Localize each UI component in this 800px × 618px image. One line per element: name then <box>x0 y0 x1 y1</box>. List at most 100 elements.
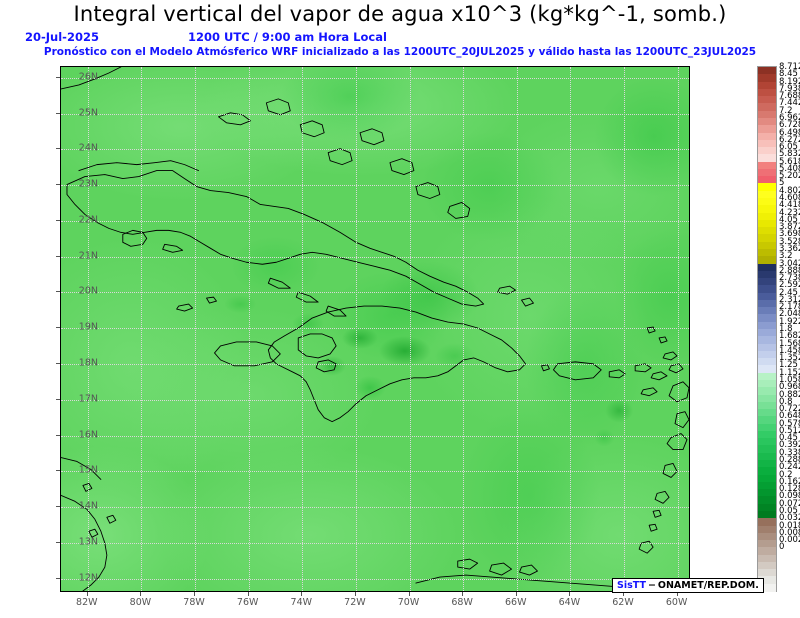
colorbar-swatch <box>758 489 776 497</box>
y-axis-tick <box>56 541 60 543</box>
y-axis-tick-label: 23N <box>78 178 98 190</box>
colorbar-tick-label: 0.882 <box>779 389 800 400</box>
colorbar-swatch <box>758 96 776 104</box>
y-axis-tick <box>56 362 60 364</box>
colorbar-swatch <box>758 176 776 185</box>
y-axis-tick <box>56 327 60 329</box>
colorbar-swatch <box>758 219 776 228</box>
credit-separator: − <box>647 580 656 591</box>
colorbar-tick-label: 2.592 <box>779 280 800 291</box>
colorbar-tick-label: 4.232 <box>779 207 800 218</box>
colorbar-tick-label: 0.162 <box>779 476 800 487</box>
credit-system: SisTT <box>617 580 646 591</box>
page-title: Integral vertical del vapor de agua x10^… <box>73 2 727 26</box>
colorbar-tick-label: 0.338 <box>779 447 800 458</box>
x-axis-tick-label: 66W <box>504 597 527 608</box>
y-axis-tick-label: 19N <box>78 321 98 333</box>
colorbar-swatch <box>758 205 776 214</box>
colorbar-swatch <box>758 183 776 192</box>
colorbar-tick-label: 0.032 <box>779 513 800 524</box>
colorbar-swatch <box>758 314 776 323</box>
colorbar-tick-label: 2.888 <box>779 265 800 276</box>
forecast-note: Pronóstico con el Modelo Atmósferico WRF… <box>43 46 757 58</box>
colorbar-tick-label: 3.698 <box>779 229 800 240</box>
colorbar-swatch <box>758 423 776 432</box>
x-axis-tick-label: 64W <box>558 597 581 608</box>
colorbar-swatch <box>758 532 776 541</box>
y-axis-tick <box>56 506 60 508</box>
colorbar-swatch <box>758 379 776 388</box>
x-axis-tick-label: 82W <box>76 597 98 608</box>
colorbar-tick-label: 6.962 <box>779 112 800 123</box>
x-axis-tick-label: 74W <box>290 597 313 608</box>
colorbar-swatch <box>758 168 776 177</box>
field-svg <box>61 67 689 591</box>
colorbar-swatch <box>758 139 776 148</box>
y-axis-tick <box>56 184 60 186</box>
y-axis-tick-label: 25N <box>78 107 98 119</box>
map-plot-area[interactable] <box>60 66 690 592</box>
y-axis-tick <box>56 398 60 400</box>
colorbar-swatch <box>758 321 776 330</box>
colorbar-swatch <box>758 147 776 155</box>
colorbar-swatch <box>758 278 776 286</box>
colorbar-tick-label: 3.872 <box>779 222 800 233</box>
colorbar-tick-label: 3.528 <box>779 236 800 247</box>
colorbar-swatch <box>758 117 776 126</box>
colorbar-swatch <box>758 474 776 483</box>
colorbar-swatch <box>758 212 776 221</box>
y-axis-tick-label: 22N <box>78 214 98 226</box>
y-axis-tick <box>56 148 60 150</box>
colorbar-tick-label: 0.2 <box>779 469 793 480</box>
colorbar-tick-label: 0.45 <box>779 433 798 444</box>
colorbar-tick-label: 1.568 <box>779 338 800 349</box>
y-axis-tick-label: 26N <box>78 71 98 83</box>
colorbar-swatch <box>758 576 776 585</box>
colorbar-tick-label: 1.682 <box>779 331 800 342</box>
colorbar-tick-label: 5.832 <box>779 149 800 160</box>
colorbar-tick-label: 7.938 <box>779 83 800 94</box>
x-axis-tick-label: 68W <box>451 597 473 608</box>
x-axis-tick <box>462 592 464 596</box>
y-axis-tick <box>56 577 60 579</box>
colorbar-tick-label: 5.408 <box>779 163 800 174</box>
x-axis-tick-label: 60W <box>665 597 688 608</box>
colorbar-swatch <box>758 525 776 534</box>
colorbar-tick-label: 2.45 <box>779 287 798 298</box>
colorbar-tick-label: 3.2 <box>779 251 793 262</box>
colorbar-tick-label: 6.272 <box>779 134 800 145</box>
colorbar <box>757 66 777 592</box>
colorbar-tick-label: 1.458 <box>779 345 800 356</box>
colorbar-tick-label: 0.018 <box>779 520 800 531</box>
colorbar-swatch <box>758 401 776 410</box>
colorbar-swatch <box>758 372 776 381</box>
colorbar-swatch <box>758 88 776 97</box>
x-axis-tick-label: 78W <box>183 597 205 608</box>
colorbar-swatch <box>758 154 776 163</box>
colorbar-tick-label: 2.738 <box>779 273 800 284</box>
colorbar-swatch <box>758 387 776 396</box>
colorbar-tick-label: 7.442 <box>779 98 800 109</box>
x-axis-tick <box>569 592 571 596</box>
colorbar-tick-label: 0.8 <box>779 396 793 407</box>
colorbar-tick-label: 0.722 <box>779 404 800 415</box>
credit-agency: ONAMET/REP.DOM. <box>657 580 759 591</box>
x-axis-tick <box>247 592 249 596</box>
colorbar-tick-label: 5 <box>779 178 785 189</box>
x-axis-tick <box>676 592 678 596</box>
x-axis-tick <box>194 592 196 596</box>
x-axis-tick-label: 80W <box>129 597 152 608</box>
colorbar-tick-label: 3.362 <box>779 243 800 254</box>
y-axis-tick <box>56 255 60 257</box>
colorbar-swatch <box>758 190 776 199</box>
colorbar-tick-label: 6.498 <box>779 127 800 138</box>
forecast-time: 1200 UTC / 9:00 am Hora Local <box>188 30 387 44</box>
colorbar-swatch <box>758 248 776 257</box>
x-axis-tick <box>622 592 624 596</box>
colorbar-tick-label: 0.512 <box>779 425 800 436</box>
colorbar-tick-label: 8.45 <box>779 69 798 80</box>
colorbar-swatch <box>758 234 776 243</box>
x-axis-tick <box>354 592 356 596</box>
y-axis-tick-label: 16N <box>78 429 98 441</box>
